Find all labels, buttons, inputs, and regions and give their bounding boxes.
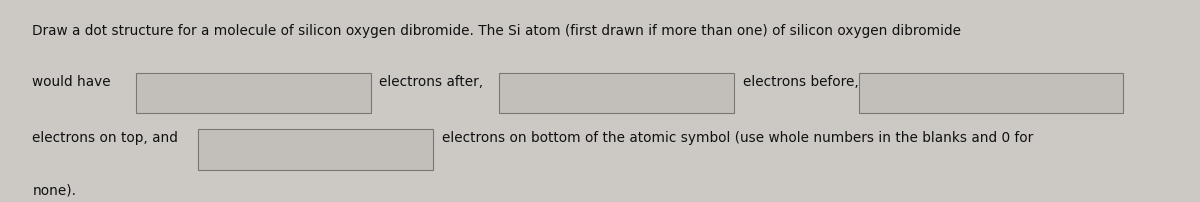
Text: electrons on bottom of the atomic symbol (use whole numbers in the blanks and 0 : electrons on bottom of the atomic symbol…	[442, 131, 1033, 145]
FancyBboxPatch shape	[859, 73, 1123, 113]
Text: Draw a dot structure for a molecule of silicon oxygen dibromide. The Si atom (fi: Draw a dot structure for a molecule of s…	[32, 24, 961, 38]
FancyBboxPatch shape	[136, 73, 371, 113]
Text: electrons on top, and: electrons on top, and	[32, 131, 179, 145]
Text: would have: would have	[32, 75, 112, 89]
Text: none).: none).	[32, 184, 77, 198]
FancyBboxPatch shape	[499, 73, 734, 113]
FancyBboxPatch shape	[198, 129, 433, 170]
Text: electrons before,: electrons before,	[743, 75, 858, 89]
Text: electrons after,: electrons after,	[379, 75, 484, 89]
